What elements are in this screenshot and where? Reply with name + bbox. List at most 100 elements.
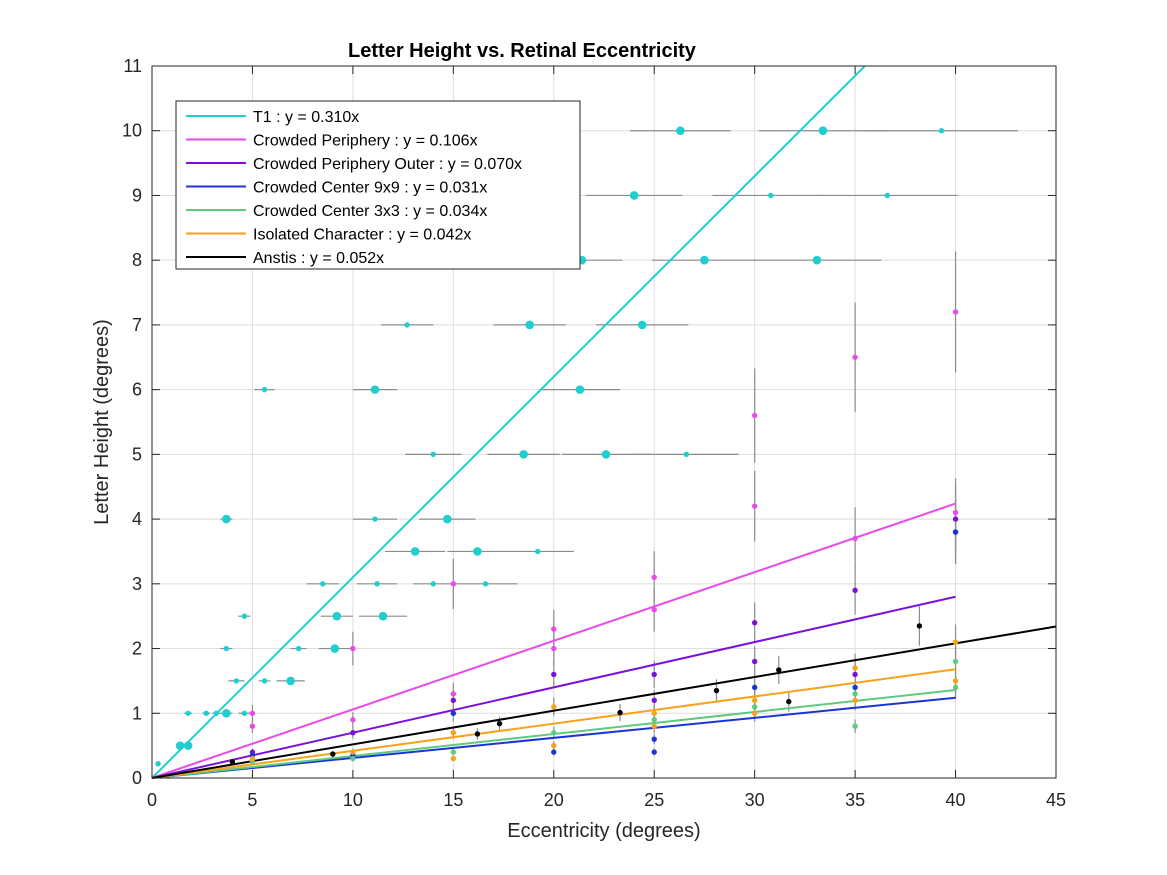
data-point (404, 322, 410, 328)
y-tick-label: 8 (132, 250, 142, 270)
data-point (261, 678, 268, 684)
data-point (332, 611, 342, 621)
data-point (372, 516, 378, 522)
data-point (751, 697, 758, 704)
data-point (916, 623, 923, 629)
data-point (952, 684, 959, 691)
data-point (450, 729, 457, 736)
data-point (713, 687, 720, 694)
data-point (812, 255, 822, 265)
data-point (295, 645, 302, 652)
data-point (223, 645, 230, 652)
data-point (551, 645, 557, 652)
data-points (155, 126, 959, 767)
data-point (430, 451, 436, 458)
data-point (629, 191, 639, 200)
data-point (551, 742, 557, 749)
data-point (249, 710, 256, 716)
data-point (496, 720, 503, 727)
data-point (651, 710, 657, 716)
data-point (551, 704, 557, 710)
data-point (852, 691, 858, 697)
data-point (852, 535, 858, 542)
data-point (637, 320, 647, 330)
x-tick-label: 25 (644, 790, 664, 810)
x-tick-label: 0 (147, 790, 157, 810)
data-point (473, 547, 482, 556)
data-point (700, 255, 709, 265)
data-point (852, 723, 858, 729)
data-point (952, 529, 959, 535)
plot-frame (151, 65, 1057, 779)
legend-label: T1 : y = 0.310x (253, 109, 359, 126)
data-point (651, 697, 657, 704)
y-tick-label: 3 (132, 574, 142, 594)
data-point (952, 658, 959, 665)
y-tick-labels: 0 1 2 3 4 5 6 7 8 9 10 11 (122, 56, 142, 788)
data-point (751, 658, 758, 665)
data-point (535, 548, 541, 555)
data-point (551, 729, 557, 736)
fit-line (151, 65, 866, 779)
data-point (374, 581, 380, 587)
data-point (233, 678, 240, 684)
data-point (222, 514, 231, 524)
y-tick-label: 7 (132, 315, 142, 335)
legend-label: Crowded Periphery Outer : y = 0.070x (253, 156, 522, 173)
data-point (751, 710, 758, 716)
data-point (350, 755, 356, 762)
x-tick-label: 10 (343, 790, 363, 810)
y-tick-label: 1 (132, 703, 142, 723)
x-tick-label: 5 (247, 790, 257, 810)
axis-ticks (151, 65, 1057, 779)
x-axis-label: Eccentricity (degrees) (507, 820, 700, 842)
y-tick-label: 0 (132, 768, 142, 788)
data-point (751, 503, 758, 509)
data-point (350, 645, 356, 652)
data-point (938, 128, 945, 134)
data-point (350, 749, 356, 755)
data-point (952, 509, 959, 516)
data-point (884, 192, 890, 199)
data-point (330, 644, 340, 653)
data-point (213, 710, 219, 716)
data-point (852, 354, 858, 360)
data-point (952, 639, 959, 645)
data-point (320, 581, 326, 587)
data-point (378, 611, 388, 621)
y-tick-label: 6 (132, 380, 142, 400)
x-tick-labels: 0 5 10 15 20 25 30 35 40 45 (147, 790, 1066, 810)
data-point (751, 619, 758, 626)
y-tick-label: 9 (132, 185, 142, 205)
legend-label: Isolated Character : y = 0.042x (253, 227, 471, 244)
data-point (952, 678, 959, 684)
y-tick-label: 11 (123, 56, 142, 76)
data-point (249, 755, 256, 762)
data-point (450, 581, 457, 587)
data-point (350, 729, 356, 736)
data-point (450, 755, 457, 762)
legend-label: Crowded Center 3x3 : y = 0.034x (253, 203, 487, 220)
data-point (450, 691, 457, 697)
data-point (350, 717, 356, 723)
y-axis-label: Letter Height (degrees) (91, 319, 113, 525)
data-point (751, 684, 758, 691)
data-point (286, 676, 295, 686)
x-tick-label: 30 (745, 790, 765, 810)
data-point (683, 451, 690, 458)
data-point (818, 126, 828, 136)
data-point (751, 704, 758, 710)
data-point (852, 587, 858, 593)
data-point (751, 412, 758, 419)
data-point (676, 126, 685, 136)
data-point (786, 698, 792, 705)
legend-box (175, 100, 581, 270)
data-point (651, 736, 657, 742)
data-point (519, 450, 528, 459)
data-point (410, 547, 420, 556)
data-point (651, 574, 657, 581)
x-tick-label: 35 (845, 790, 865, 810)
fit-line (151, 595, 956, 779)
data-point (443, 514, 452, 524)
